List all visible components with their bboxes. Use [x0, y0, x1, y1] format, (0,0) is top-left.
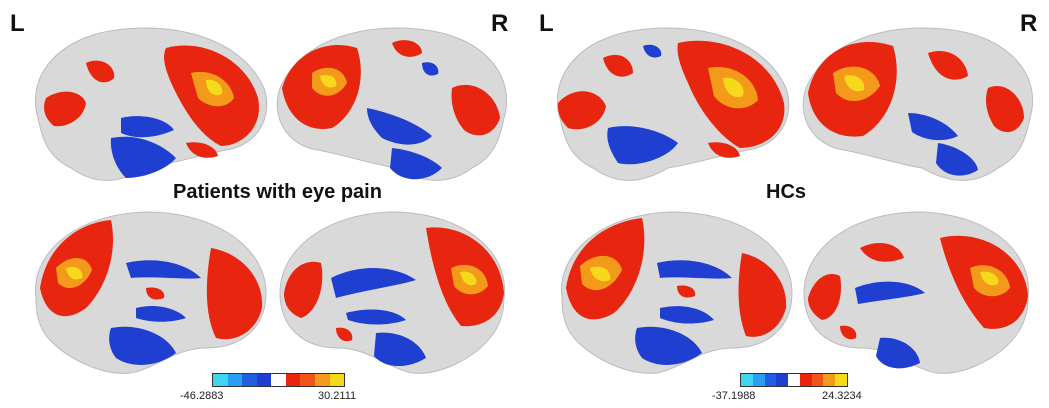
hcs-panel-title: HCs — [766, 181, 807, 203]
colorbar-min-label: -37.1988 — [712, 390, 756, 402]
colorbar-max-label: 30.2111 — [318, 390, 357, 402]
brain-lateral-right — [798, 18, 1038, 190]
left-hemisphere-label: L — [539, 10, 554, 37]
patients-panel-title: Patients with eye pain — [173, 181, 382, 203]
brain-lateral-left — [26, 18, 272, 190]
right-hemisphere-label: R — [491, 10, 509, 37]
brain-lateral-right — [272, 18, 512, 190]
left-hemisphere-label: L — [10, 10, 25, 37]
colorbar-max-label: 24.3234 — [822, 390, 862, 402]
colorbar-hcs — [740, 373, 848, 387]
brain-medial-right — [800, 208, 1036, 376]
brain-medial-right — [276, 208, 512, 376]
brain-lateral-left — [548, 18, 794, 190]
colorbar-patients — [212, 373, 345, 387]
brain-medial-left — [552, 208, 798, 376]
colorbar-min-label: -46.2883 — [180, 390, 224, 402]
brain-medial-left — [26, 208, 272, 376]
right-hemisphere-label: R — [1020, 10, 1038, 37]
